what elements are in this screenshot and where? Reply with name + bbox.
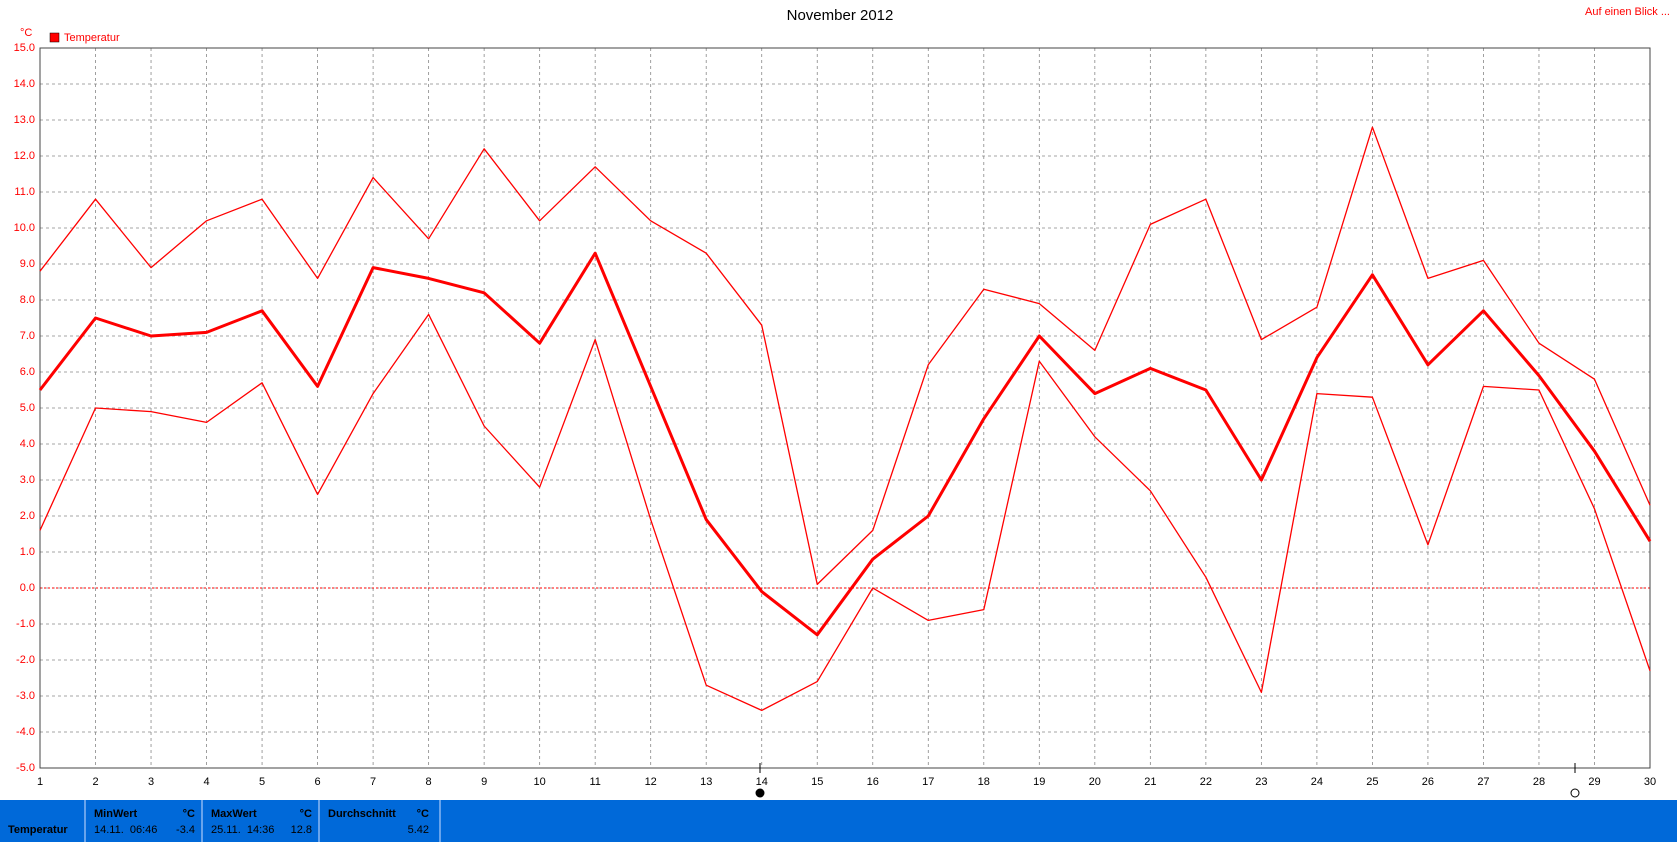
y-tick-label: 3.0 (20, 474, 35, 486)
series-line (38, 251, 1652, 637)
x-tick-label: 22 (1200, 776, 1212, 788)
y-tick-label: 15.0 (14, 42, 35, 54)
summary-unit: °C (300, 808, 312, 820)
y-tick-label: 9.0 (20, 258, 35, 270)
x-tick-label: 5 (259, 776, 265, 788)
axis-marker-dot (755, 788, 765, 798)
y-tick-label: 0.0 (20, 582, 35, 594)
y-tick-label: 8.0 (20, 294, 35, 306)
x-tick-label: 15 (811, 776, 823, 788)
summary-unit: °C (417, 808, 429, 820)
chart-title: November 2012 (787, 7, 894, 24)
y-tick-label: 1.0 (20, 546, 35, 558)
series-line (39, 313, 1651, 712)
summary-value: 5.42 (408, 824, 429, 836)
x-tick-label: 24 (1311, 776, 1323, 788)
y-tick-label: 5.0 (20, 402, 35, 414)
x-tick-label: 2 (92, 776, 98, 788)
y-tick-label: 10.0 (14, 222, 35, 234)
y-tick-label: 7.0 (20, 330, 35, 342)
x-tick-label: 26 (1422, 776, 1434, 788)
y-tick-label: 6.0 (20, 366, 35, 378)
summary-header: Durchschnitt (328, 808, 396, 820)
x-tick-label: 4 (203, 776, 209, 788)
y-axis-label: °C (20, 27, 32, 39)
y-tick-label: 11.0 (14, 186, 35, 198)
y-tick-label: 4.0 (20, 438, 35, 450)
x-tick-label: 1 (37, 776, 43, 788)
x-tick-label: 19 (1033, 776, 1045, 788)
y-tick-label: -1.0 (16, 618, 35, 630)
x-tick-label: 20 (1089, 776, 1101, 788)
x-tick-label: 23 (1255, 776, 1267, 788)
summary-bar (0, 800, 1677, 842)
summary-time: 14.11. 06:46 (94, 824, 157, 836)
x-tick-label: 30 (1644, 776, 1656, 788)
plot-frame (39, 47, 1651, 769)
series-line (39, 126, 1651, 586)
x-tick-label: 17 (922, 776, 934, 788)
x-tick-label: 14 (756, 776, 768, 788)
y-tick-label: -5.0 (16, 762, 35, 774)
x-tick-label: 6 (315, 776, 321, 788)
summary-value: 12.8 (291, 824, 312, 836)
x-tick-label: 7 (370, 776, 376, 788)
x-tick-label: 13 (700, 776, 712, 788)
legend-label: Temperatur (64, 32, 120, 44)
summary-value: -3.4 (176, 824, 195, 836)
y-tick-label: 12.0 (14, 150, 35, 162)
x-tick-label: 9 (481, 776, 487, 788)
axis-marker-dot (1570, 788, 1580, 798)
summary-time: 25.11. 14:36 (211, 824, 274, 836)
legend-swatch (49, 32, 60, 43)
x-tick-label: 28 (1533, 776, 1545, 788)
summary-header: MaxWert (211, 808, 257, 820)
summary-row-label: Temperatur (8, 824, 68, 836)
y-tick-label: 14.0 (14, 78, 35, 90)
y-tick-label: -2.0 (16, 654, 35, 666)
summary-header: MinWert (94, 808, 138, 820)
x-tick-label: 27 (1477, 776, 1489, 788)
y-tick-label: -4.0 (16, 726, 35, 738)
x-tick-label: 12 (645, 776, 657, 788)
link[interactable]: Auf einen Blick ... (1585, 6, 1670, 18)
y-tick-label: 13.0 (14, 114, 35, 126)
x-tick-label: 3 (148, 776, 154, 788)
y-tick-label: 2.0 (20, 510, 35, 522)
x-tick-label: 11 (589, 776, 600, 788)
x-tick-label: 8 (426, 776, 432, 788)
summary-unit: °C (183, 808, 195, 820)
x-tick-label: 10 (534, 776, 546, 788)
x-tick-label: 29 (1588, 776, 1600, 788)
x-tick-label: 16 (867, 776, 879, 788)
x-tick-label: 21 (1144, 776, 1156, 788)
y-tick-label: -3.0 (16, 690, 35, 702)
x-tick-label: 18 (978, 776, 990, 788)
x-tick-label: 25 (1366, 776, 1378, 788)
